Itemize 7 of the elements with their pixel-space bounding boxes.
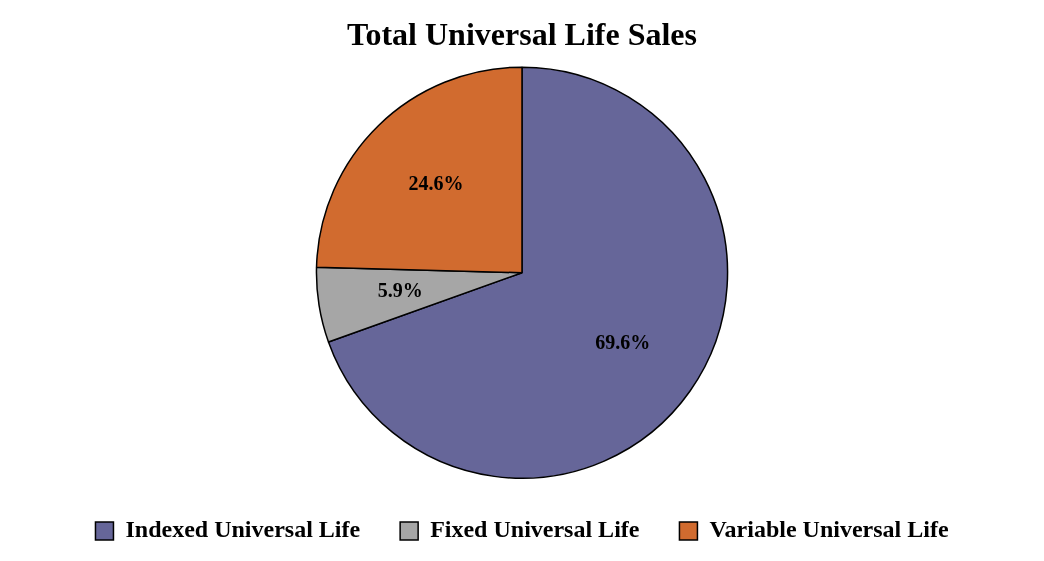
- legend-label: Indexed Universal Life: [125, 516, 361, 543]
- data-label: 69.6%: [595, 330, 651, 353]
- legend-label: Variable Universal Life: [709, 516, 949, 543]
- data-label: 24.6%: [408, 171, 464, 194]
- legend-label: Fixed Universal Life: [430, 516, 640, 543]
- chart-title: Total Universal Life Sales: [347, 16, 697, 53]
- data-label: 5.9%: [377, 279, 423, 302]
